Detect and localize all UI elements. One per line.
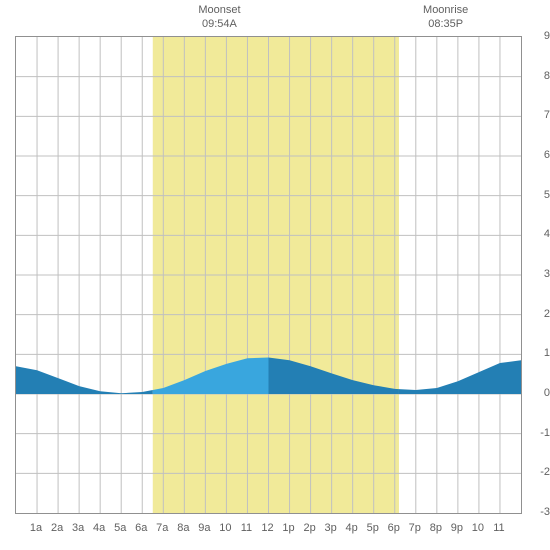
moonset-label: Moonset 09:54A <box>198 3 240 32</box>
x-tick-label: 7p <box>409 522 421 534</box>
x-tick-label: 2p <box>303 522 315 534</box>
x-tick-label: 8a <box>177 522 189 534</box>
tide-night-2 <box>399 360 521 394</box>
x-tick-label: 4a <box>93 522 105 534</box>
x-tick-label: 5a <box>114 522 126 534</box>
x-tick-label: 7a <box>156 522 168 534</box>
x-tick-label: 12 <box>261 522 273 534</box>
y-tick-label: 0 <box>526 387 550 399</box>
moonrise-time: 08:35P <box>423 17 468 31</box>
y-tick-label: 4 <box>526 228 550 240</box>
x-tick-label: 9p <box>451 522 463 534</box>
y-tick-label: 8 <box>526 70 550 82</box>
tide-chart: Moonset 09:54A Moonrise 08:35P -3-2-1012… <box>0 0 550 550</box>
y-tick-label: 3 <box>526 268 550 280</box>
moonrise-title: Moonrise <box>423 3 468 17</box>
y-tick-label: 2 <box>526 308 550 320</box>
moonset-time: 09:54A <box>198 17 240 31</box>
moonrise-label: Moonrise 08:35P <box>423 3 468 32</box>
x-tick-label: 3p <box>325 522 337 534</box>
x-tick-label: 2a <box>51 522 63 534</box>
y-tick-label: -1 <box>526 427 550 439</box>
y-tick-label: 9 <box>526 30 550 42</box>
plot-area <box>15 36 522 514</box>
y-tick-label: 5 <box>526 189 550 201</box>
x-tick-label: 9a <box>198 522 210 534</box>
x-tick-label: 6a <box>135 522 147 534</box>
moonset-title: Moonset <box>198 3 240 17</box>
y-tick-label: 6 <box>526 149 550 161</box>
x-tick-label: 11 <box>493 522 504 534</box>
y-tick-label: -3 <box>526 506 550 518</box>
x-tick-label: 10 <box>219 522 231 534</box>
x-tick-label: 5p <box>367 522 379 534</box>
x-tick-label: 8p <box>430 522 442 534</box>
x-tick-label: 1p <box>282 522 294 534</box>
y-tick-label: 1 <box>526 347 550 359</box>
tide-night-1 <box>16 366 153 394</box>
y-tick-label: 7 <box>526 109 550 121</box>
chart-svg <box>16 37 521 513</box>
y-tick-label: -2 <box>526 466 550 478</box>
x-tick-label: 3a <box>72 522 84 534</box>
x-tick-label: 6p <box>388 522 400 534</box>
x-tick-label: 4p <box>346 522 358 534</box>
x-tick-label: 10 <box>472 522 484 534</box>
x-tick-label: 1a <box>30 522 42 534</box>
x-tick-label: 11 <box>241 522 252 534</box>
